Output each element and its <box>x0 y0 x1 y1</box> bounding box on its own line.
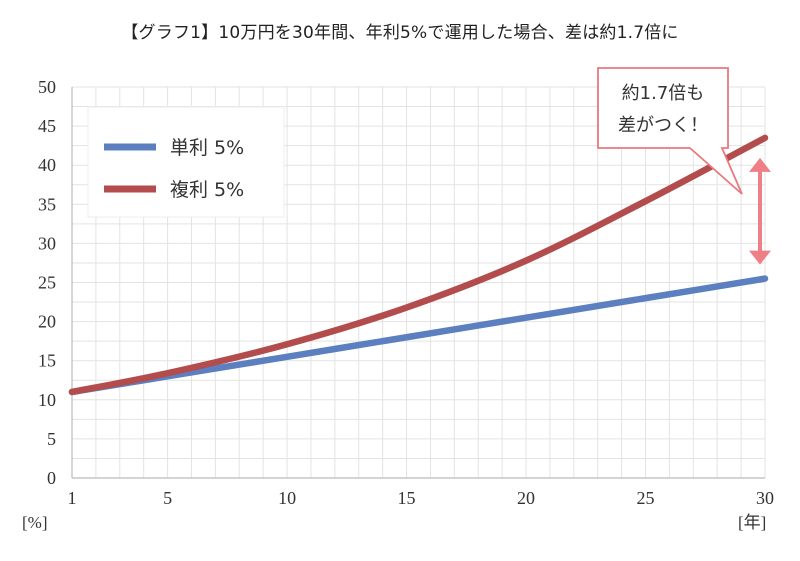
y-tick-label: 15 <box>38 351 56 371</box>
arrow-head-down <box>749 250 771 265</box>
y-tick-label: 10 <box>38 390 56 410</box>
x-tick-label: 1 <box>68 488 77 508</box>
y-tick-label: 25 <box>38 273 56 293</box>
callout-text-line: 約1.7倍も <box>622 83 705 104</box>
legend: 単利 5% 複利 5% <box>87 106 285 218</box>
legend-label: 単利 5% <box>170 137 244 159</box>
x-tick-label: 20 <box>517 488 535 508</box>
series-line-compound-interest <box>68 134 769 396</box>
series-lines <box>68 134 769 396</box>
y-tick-label: 35 <box>38 194 56 214</box>
y-tick-label: 5 <box>47 429 56 449</box>
x-tick-label: 10 <box>278 488 296 508</box>
arrow-head-up <box>749 157 771 172</box>
x-tick-label: 15 <box>398 488 416 508</box>
y-tick-labels: 0 5 10 15 20 25 30 35 40 45 50 <box>38 77 56 488</box>
callout-bubble <box>597 67 743 195</box>
y-tick-label: 0 <box>47 468 56 488</box>
y-tick-label: 20 <box>38 312 56 332</box>
y-tick-label: 50 <box>38 77 56 97</box>
difference-arrow <box>749 157 771 265</box>
legend-box <box>87 106 285 218</box>
y-tick-label: 30 <box>38 233 56 253</box>
x-tick-labels: 1 5 10 15 20 25 30 <box>68 488 775 508</box>
y-tick-label: 45 <box>38 116 56 136</box>
x-tick-label: 25 <box>637 488 655 508</box>
x-tick-label: 30 <box>756 488 774 508</box>
legend-label: 複利 5% <box>170 179 244 201</box>
y-axis-label: [%] <box>22 513 47 532</box>
callout-text-line: 差がつく！ <box>618 115 708 136</box>
axes <box>71 87 765 479</box>
y-tick-label: 40 <box>38 155 56 175</box>
x-tick-label: 5 <box>163 488 172 508</box>
series-line-simple-interest <box>68 275 769 396</box>
x-axis-label: [年] <box>738 513 766 532</box>
chart-title: 【グラフ1】10万円を30年間、年利5%で運用した場合、差は約1.7倍に <box>121 23 679 43</box>
